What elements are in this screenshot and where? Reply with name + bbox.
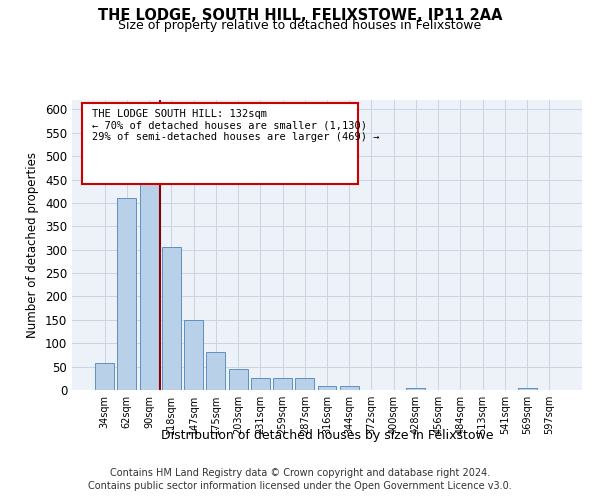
Bar xyxy=(229,369,248,390)
Text: Distribution of detached houses by size in Felixstowe: Distribution of detached houses by size … xyxy=(161,428,493,442)
Bar xyxy=(184,320,203,390)
Text: Contains HM Land Registry data © Crown copyright and database right 2024.: Contains HM Land Registry data © Crown c… xyxy=(110,468,490,477)
Bar xyxy=(206,352,225,390)
Bar xyxy=(317,386,337,390)
Y-axis label: Number of detached properties: Number of detached properties xyxy=(26,152,40,338)
Bar xyxy=(273,378,292,390)
Bar xyxy=(118,198,136,390)
Bar xyxy=(251,378,270,390)
Bar xyxy=(162,248,181,390)
Text: Contains public sector information licensed under the Open Government Licence v3: Contains public sector information licen… xyxy=(88,481,512,491)
Bar xyxy=(295,378,314,390)
FancyBboxPatch shape xyxy=(82,103,358,184)
Bar xyxy=(340,386,359,390)
Text: THE LODGE, SOUTH HILL, FELIXSTOWE, IP11 2AA: THE LODGE, SOUTH HILL, FELIXSTOWE, IP11 … xyxy=(98,8,502,22)
Text: THE LODGE SOUTH HILL: 132sqm
← 70% of detached houses are smaller (1,130)
29% of: THE LODGE SOUTH HILL: 132sqm ← 70% of de… xyxy=(92,108,380,142)
Bar xyxy=(140,159,158,390)
Bar xyxy=(406,388,425,390)
Text: Size of property relative to detached houses in Felixstowe: Size of property relative to detached ho… xyxy=(118,19,482,32)
Bar xyxy=(518,388,536,390)
Bar xyxy=(95,363,114,390)
